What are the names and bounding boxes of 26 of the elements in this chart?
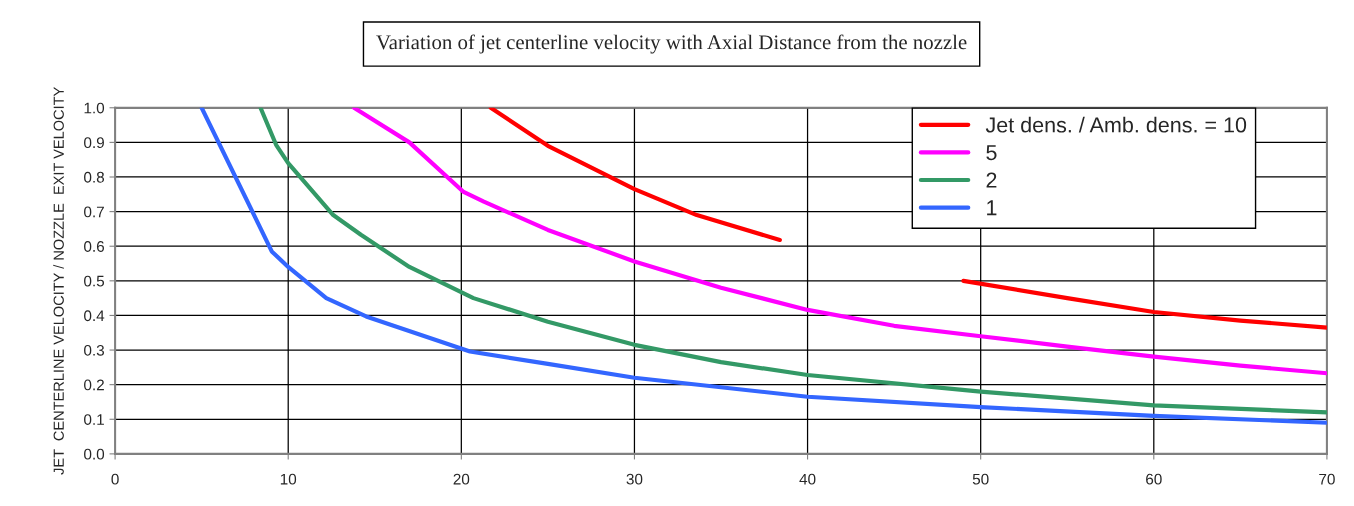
y-tick-label: 0.4 <box>84 310 105 322</box>
y-tick-label: 0.5 <box>84 275 105 287</box>
legend-label: Jet dens. / Amb. dens. = 10 <box>985 116 1247 133</box>
y-axis-title: JET CENTERLINE VELOCITY / NOZZLE EXIT VELOCITY <box>53 87 64 475</box>
x-tick-label: 10 <box>280 473 297 485</box>
x-tick-label: 0 <box>111 473 119 485</box>
x-tick-label: 40 <box>799 473 816 485</box>
y-tick-label: 0.1 <box>84 414 104 425</box>
x-tick-label: 20 <box>453 473 470 485</box>
y-tick-label: 0.7 <box>84 206 104 218</box>
x-tick-label: 70 <box>1319 473 1335 485</box>
y-tick-label: 0.2 <box>84 379 104 391</box>
y-tick-label: 1.0 <box>84 102 105 114</box>
line-series <box>351 107 1327 376</box>
y-tick-label: 0.3 <box>84 344 104 356</box>
y-tick-label: 0.9 <box>84 137 104 149</box>
legend-label: 5 <box>986 145 997 161</box>
legend-label: 2 <box>986 172 997 188</box>
y-tick-label: 0.6 <box>84 241 104 252</box>
y-tick-label: 0.0 <box>84 448 105 460</box>
x-tick-label: 60 <box>1146 473 1162 485</box>
x-tick-label: 50 <box>972 473 989 485</box>
legend-label: 1 <box>987 200 997 216</box>
y-tick-label: 0.8 <box>84 171 105 183</box>
chart-title: Variation of jet centerline velocity with Axial Distance from the nozzle <box>376 34 967 54</box>
x-tick-label: 30 <box>626 473 643 485</box>
